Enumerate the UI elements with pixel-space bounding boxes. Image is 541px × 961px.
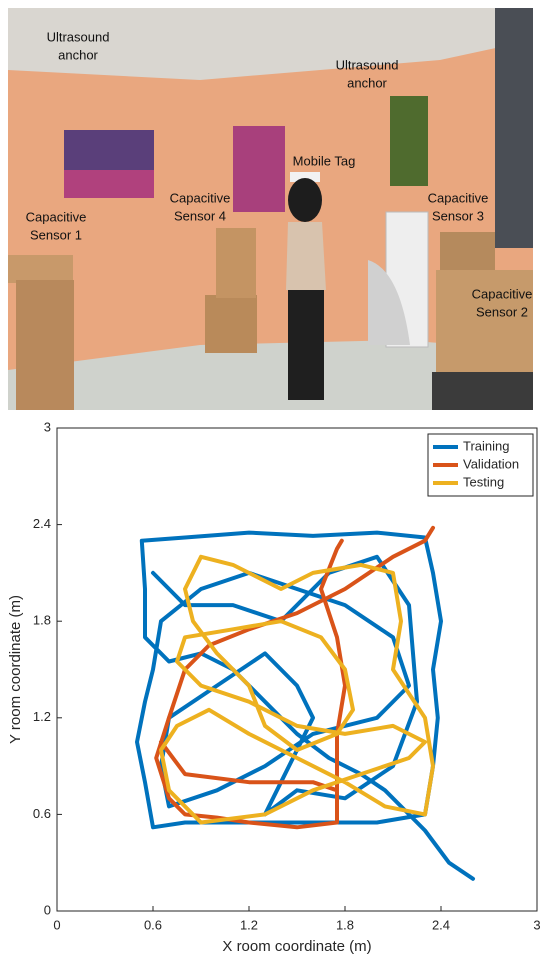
floor	[8, 340, 533, 410]
box	[8, 255, 73, 283]
box	[205, 295, 257, 353]
painting	[233, 126, 285, 212]
y-tick-label: 2.4	[33, 516, 51, 531]
photo-label: Capacitive	[472, 286, 533, 301]
plot-area	[56, 427, 538, 912]
photo-label: Capacitive	[26, 209, 87, 224]
x-tick-label: 2.4	[432, 917, 450, 932]
y-tick-label: 1.8	[33, 613, 51, 628]
photo-label: Sensor 2	[476, 304, 528, 319]
photo-label: Sensor 3	[432, 208, 484, 223]
ceiling	[8, 8, 533, 80]
photo-label: Sensor 1	[30, 227, 82, 242]
x-tick-label: 1.8	[336, 917, 354, 932]
series-line	[154, 525, 435, 830]
photo-label: Capacitive	[170, 190, 231, 205]
legend-label: Training	[463, 438, 509, 453]
photo-label: anchor	[58, 47, 98, 62]
box	[216, 228, 256, 298]
partition	[368, 260, 410, 345]
photo: Ultrasound anchor Ultrasound anchor Mobile T…	[8, 8, 533, 410]
y-tick-label: 3	[44, 419, 51, 434]
y-tick-label: 0	[44, 902, 51, 917]
x-tick-label: 0	[53, 917, 60, 932]
x-tick-label: 0.6	[144, 917, 162, 932]
box-base	[432, 372, 533, 410]
legend-label: Testing	[463, 474, 504, 489]
painting-flowers	[64, 170, 154, 198]
y-tick-label: 0.6	[33, 806, 51, 821]
photo-label: Sensor 4	[174, 208, 226, 223]
photo-label: Mobile Tag	[293, 153, 356, 168]
y-tick-label: 1.2	[33, 709, 51, 724]
box	[440, 232, 495, 272]
x-tick-label: 1.2	[240, 917, 258, 932]
y-axis-title: Y room coordinate (m)	[7, 595, 24, 744]
photo-label: anchor	[347, 75, 387, 90]
photo-label: Ultrasound	[336, 57, 399, 72]
photo-label: Capacitive	[428, 190, 489, 205]
x-axis-title: X room coordinate (m)	[222, 938, 371, 955]
mobile-tag	[290, 172, 320, 182]
painting	[390, 96, 428, 186]
box	[436, 270, 533, 375]
person-torso	[286, 222, 326, 290]
photo-label: Ultrasound	[47, 29, 110, 44]
legend-label: Validation	[463, 456, 519, 471]
box	[16, 280, 74, 410]
person-head	[288, 178, 322, 222]
x-tick-label: 3	[533, 917, 540, 932]
series-line	[159, 554, 435, 825]
window	[495, 8, 533, 248]
person-legs	[288, 290, 324, 400]
